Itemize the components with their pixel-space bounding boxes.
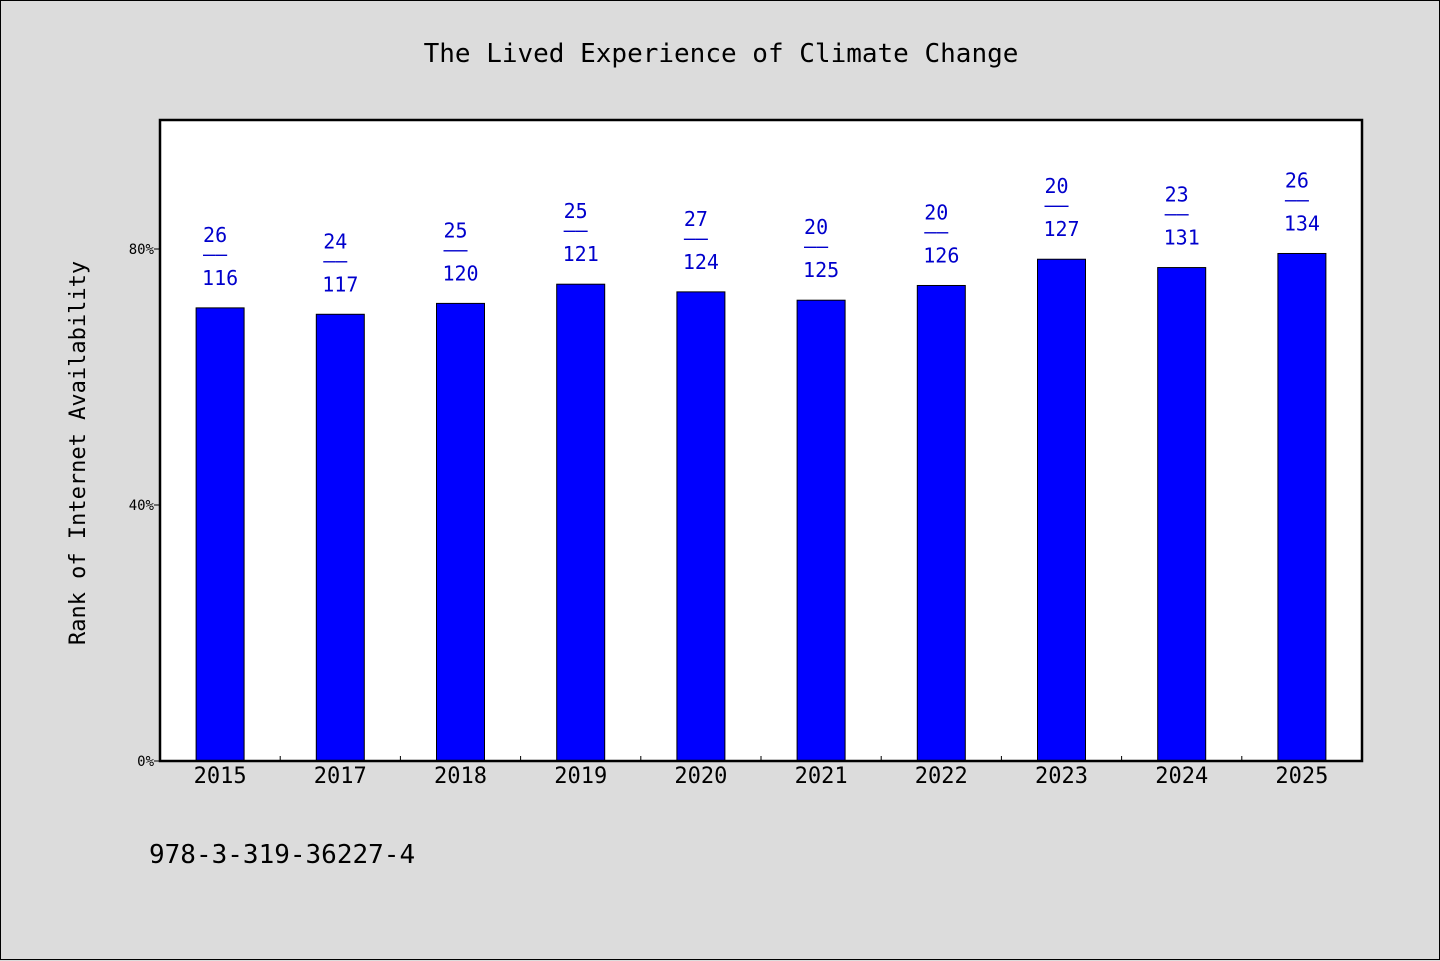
bar [556, 283, 606, 762]
bar [436, 302, 485, 762]
data-label-total: 116 [202, 266, 238, 290]
data-label-total: 120 [442, 261, 478, 285]
x-tick-label: 2021 [795, 764, 848, 789]
x-tick-label: 2023 [1035, 764, 1088, 789]
data-label-separator: —— [1285, 187, 1310, 211]
x-tick-label: 2024 [1155, 764, 1208, 789]
y-tick-label: 80% [129, 242, 155, 258]
data-label-separator: —— [564, 218, 589, 242]
isbn-text: 978-3-319-36227-4 [149, 840, 415, 870]
data-label-separator: —— [684, 226, 709, 250]
ticks-layer: 0% 40% 80% [129, 242, 1243, 770]
data-label-rank: 23 [1165, 183, 1189, 207]
bars-layer [195, 252, 1327, 762]
data-label-rank: 26 [203, 223, 227, 247]
data-label-total: 117 [322, 272, 358, 296]
data-label-separator: —— [924, 219, 949, 243]
data-label-separator: —— [323, 248, 348, 272]
bar [315, 313, 365, 762]
data-label-total: 127 [1043, 217, 1079, 241]
data-label-total: 131 [1164, 226, 1200, 250]
bar [916, 284, 966, 762]
x-tick-label: 2015 [194, 764, 247, 789]
data-label-rank: 26 [1285, 168, 1309, 192]
data-label-rank: 25 [443, 218, 467, 242]
data-label-rank: 20 [1044, 174, 1068, 198]
x-tick-label: 2018 [434, 764, 487, 789]
x-tick-label: 2019 [554, 764, 607, 789]
chart-title: The Lived Experience of Climate Change [424, 39, 1019, 69]
data-label-separator: —— [1165, 202, 1190, 226]
y-tick-label: 0% [137, 754, 154, 770]
x-tick-label: 2020 [674, 764, 727, 789]
x-tick-label: 2022 [915, 764, 968, 789]
data-label-separator: —— [443, 237, 468, 261]
data-label-separator: —— [203, 242, 228, 266]
x-tick-label: 2025 [1275, 764, 1328, 789]
y-tick-label: 40% [129, 498, 155, 514]
data-label-separator: —— [804, 234, 829, 258]
bar [796, 299, 846, 762]
bar [1157, 267, 1207, 762]
data-label-total: 121 [563, 242, 599, 266]
data-label-rank: 25 [564, 199, 588, 223]
data-label-separator: —— [1044, 193, 1069, 217]
data-label-rank: 20 [804, 215, 828, 239]
data-label-total: 134 [1284, 211, 1320, 235]
bar [1037, 258, 1086, 762]
x-tick-label: 2017 [314, 764, 367, 789]
labels-layer: 201526——116201724——117201825——120201925—… [194, 168, 1329, 789]
data-label-total: 126 [923, 243, 959, 267]
y-axis-label: Rank of Internet Availability [66, 261, 91, 645]
bar [676, 291, 726, 762]
data-label-rank: 20 [924, 200, 948, 224]
data-label-rank: 24 [323, 229, 347, 253]
data-label-rank: 27 [684, 207, 708, 231]
data-label-total: 125 [803, 258, 839, 282]
bar [1277, 252, 1327, 762]
data-label-total: 124 [683, 250, 719, 274]
bar [195, 307, 245, 762]
